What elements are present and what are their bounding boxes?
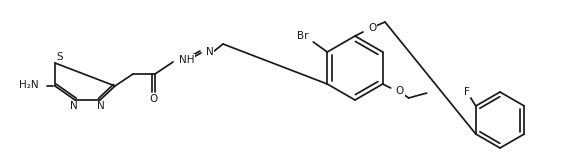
Text: F: F xyxy=(464,87,470,97)
Text: O: O xyxy=(396,86,404,96)
Text: O: O xyxy=(150,94,158,104)
Text: Br: Br xyxy=(297,31,309,41)
Text: O: O xyxy=(368,23,376,33)
Text: N: N xyxy=(97,101,105,111)
Text: N: N xyxy=(70,101,78,111)
Text: N: N xyxy=(206,47,214,57)
Text: NH: NH xyxy=(179,55,194,65)
Text: H₂N: H₂N xyxy=(19,80,39,90)
Text: S: S xyxy=(57,52,63,62)
